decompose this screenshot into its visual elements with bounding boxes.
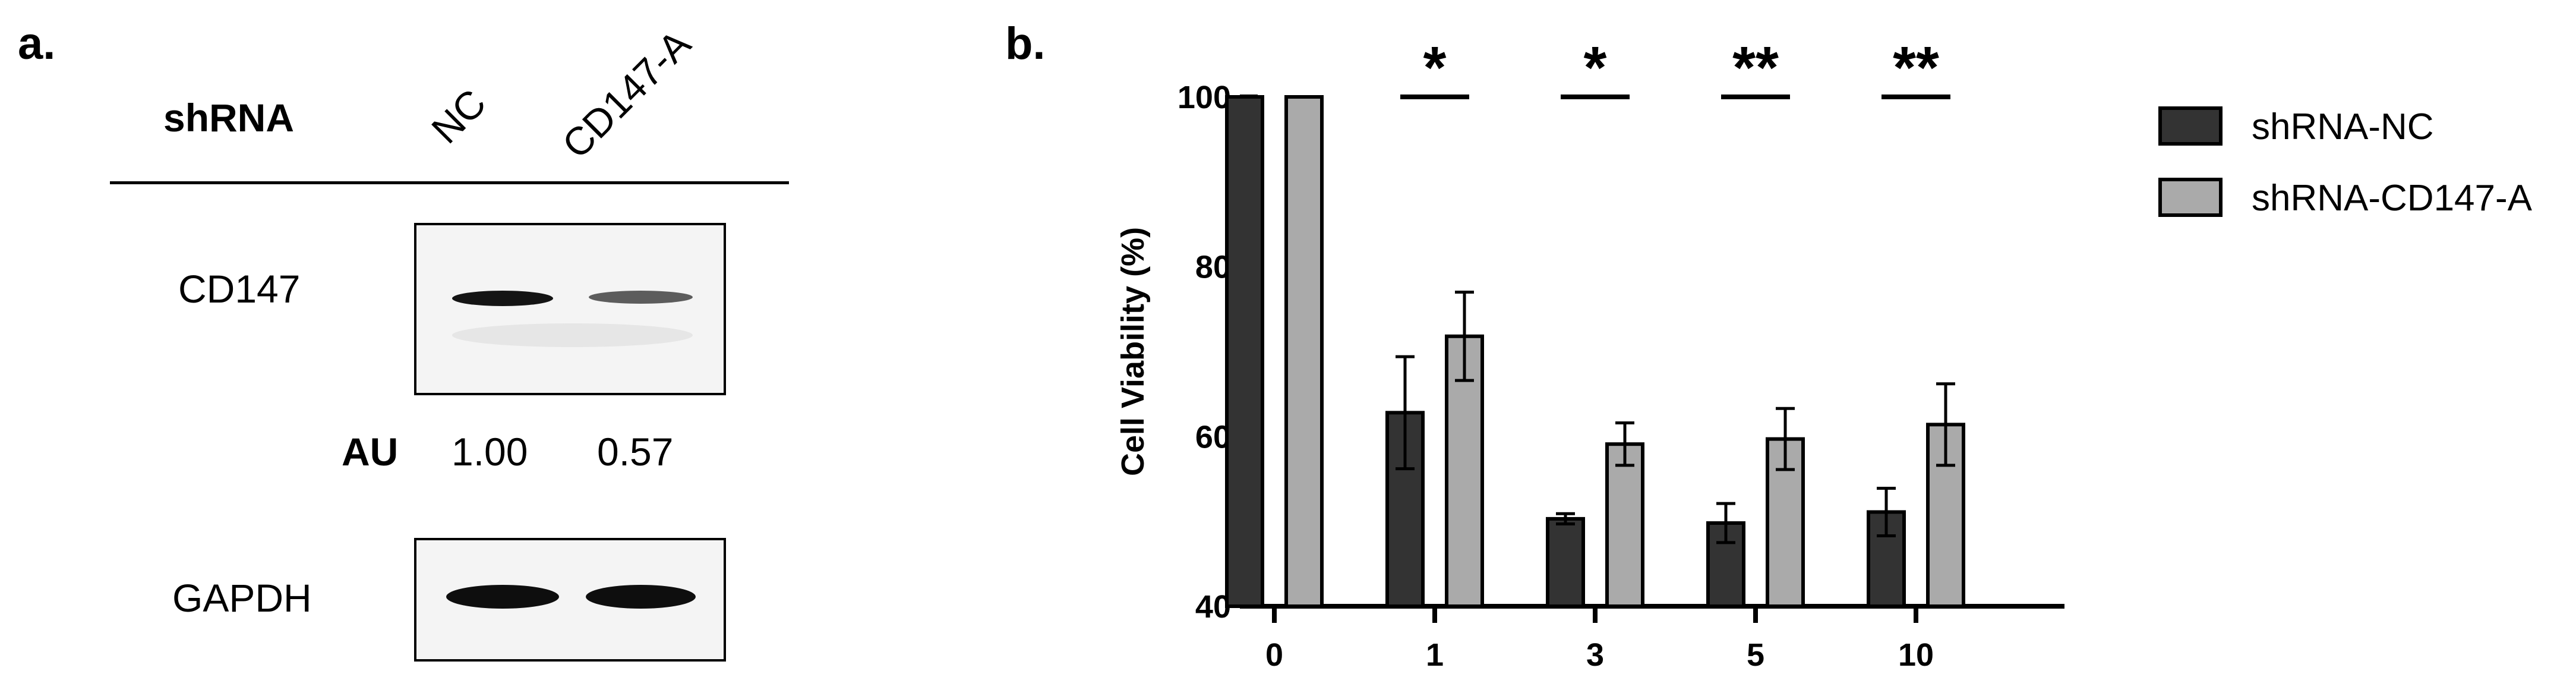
lane-label-cd147a: CD147-A bbox=[553, 21, 699, 167]
bar-nc-10 bbox=[1867, 510, 1906, 609]
lane-label-nc: NC bbox=[422, 80, 494, 152]
cd147-faint-band bbox=[452, 323, 693, 347]
legend-label-cd147a: shRNA-CD147-A bbox=[2252, 178, 2533, 219]
legend-swatch-cd147a bbox=[2158, 178, 2223, 217]
y-tick-label-100: 100 bbox=[1177, 80, 1231, 115]
bar-nc-0 bbox=[1225, 95, 1264, 608]
y-tick-label-60: 60 bbox=[1195, 419, 1231, 455]
y-axis-title: Cell Viability (%) bbox=[1115, 227, 1151, 476]
x-tick-label-10: 10 bbox=[1898, 637, 1934, 673]
bar-nc-3 bbox=[1546, 517, 1585, 608]
blot-label-gapdh: GAPDH bbox=[172, 576, 312, 620]
y-tick-label-40: 40 bbox=[1195, 589, 1231, 625]
legend-label-nc: shRNA-NC bbox=[2252, 106, 2434, 147]
header-divider bbox=[110, 181, 789, 184]
cd147-band-cd147a bbox=[589, 291, 693, 304]
gapdh-blot bbox=[414, 538, 726, 662]
legend-swatch-nc bbox=[2158, 106, 2223, 146]
x-tick-label-5: 5 bbox=[1747, 637, 1764, 673]
panel-a-label: a. bbox=[18, 18, 56, 69]
significance-marker-10: ** bbox=[1893, 34, 1939, 101]
y-tick-label-80: 80 bbox=[1195, 250, 1231, 285]
x-tick-label-3: 3 bbox=[1586, 637, 1604, 673]
x-tick-label-0: 0 bbox=[1265, 637, 1283, 673]
au-value-cd147a: 0.57 bbox=[597, 430, 674, 474]
significance-marker-1: * bbox=[1423, 34, 1447, 101]
cd147-band-nc bbox=[452, 291, 553, 306]
au-value-nc: 1.00 bbox=[452, 430, 528, 474]
shrna-header: shRNA bbox=[163, 96, 295, 140]
viability-bar-chart: 40 60 80 100 Cell Viability (%) 0 1 * 3 * 5 ** 10 ** s… bbox=[1115, 34, 2533, 673]
au-label: AU bbox=[342, 430, 399, 474]
bar-cd147a-0 bbox=[1284, 95, 1324, 608]
bar-cd147a-3 bbox=[1605, 442, 1644, 609]
significance-marker-5: ** bbox=[1732, 34, 1779, 101]
x-tick-label-1: 1 bbox=[1426, 637, 1444, 673]
gapdh-band-cd147a bbox=[586, 585, 696, 609]
cd147-blot bbox=[414, 223, 726, 395]
gapdh-band-nc bbox=[446, 585, 559, 609]
blot-label-cd147: CD147 bbox=[178, 267, 301, 311]
significance-marker-3: * bbox=[1584, 34, 1607, 101]
panel-b-label: b. bbox=[1005, 18, 1046, 69]
bar-cd147a-5 bbox=[1766, 437, 1805, 608]
